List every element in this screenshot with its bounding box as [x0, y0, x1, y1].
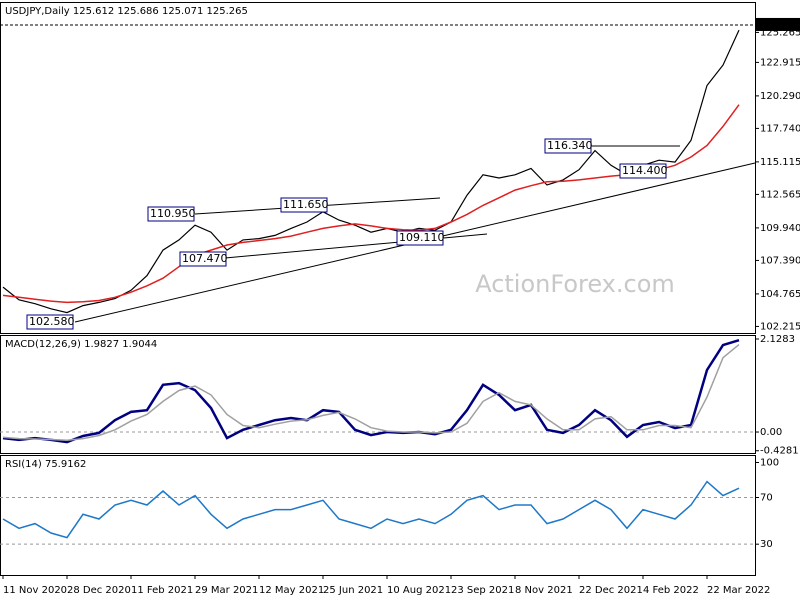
x-tick-label: 11 Feb 2021 [131, 585, 193, 596]
panel-frame [0, 335, 756, 454]
current-price-label: 125.850 [759, 20, 800, 31]
x-tick-label: 25 Jun 2021 [323, 585, 383, 596]
watermark: ActionForex.com [475, 270, 675, 298]
y-tick-label: -0.4281 [760, 446, 799, 457]
annotation: 107.470 [182, 252, 228, 265]
y-tick-label: 100 [760, 457, 779, 468]
panel-frame [0, 455, 756, 576]
y-tick-label: 125.265 [760, 27, 800, 38]
y-tick-label: 115.115 [760, 157, 800, 168]
series-line [2, 480, 740, 539]
x-tick-label: 4 Feb 2022 [643, 585, 699, 596]
annotation-box [396, 230, 444, 246]
annotation: 109.110 [399, 231, 445, 244]
series-line [2, 344, 740, 442]
y-tick-label: 104.765 [760, 289, 800, 300]
x-tick-label: 12 May 2021 [259, 585, 324, 596]
y-tick-label: 0.00 [760, 427, 782, 438]
current-price-box [756, 17, 800, 31]
y-tick-label: 122.915 [760, 57, 800, 68]
x-tick-label: 11 Nov 2020 [3, 585, 67, 596]
x-tick-label: 23 Sep 2021 [451, 585, 514, 596]
x-tick-label: 22 Dec 2021 [579, 585, 643, 596]
panel-title: RSI(14) 75.9162 [5, 459, 86, 470]
series-line [2, 339, 740, 444]
x-tick-label: 29 Mar 2021 [195, 585, 258, 596]
annotation: 114.400 [622, 164, 668, 177]
y-tick-label: 112.565 [760, 189, 800, 200]
y-tick-label: 2.1283 [760, 334, 795, 345]
annotation: 116.340 [547, 139, 593, 152]
y-tick-label: 120.290 [760, 91, 800, 102]
annotation-box [280, 197, 328, 213]
annotation-box [26, 314, 74, 330]
y-tick-label: 109.940 [760, 223, 800, 234]
panel-frame [0, 2, 756, 334]
annotation-box [147, 206, 195, 222]
y-tick-label: 117.740 [760, 123, 800, 134]
y-tick-label: 70 [760, 492, 773, 503]
annotation: 111.650 [283, 198, 329, 211]
panel-title: USDJPY,Daily 125.612 125.686 125.071 125… [5, 6, 248, 17]
annotation-box [544, 138, 592, 154]
annotation: 102.580 [29, 315, 75, 328]
x-tick-label: 28 Dec 2020 [67, 585, 131, 596]
panel-title: MACD(12,26,9) 1.9827 1.9044 [5, 339, 157, 350]
x-tick-label: 22 Mar 2022 [707, 585, 770, 596]
annotation: 110.950 [150, 207, 196, 220]
x-tick-label: 10 Aug 2021 [387, 585, 451, 596]
y-tick-label: 107.390 [760, 255, 800, 266]
annotation-box [179, 251, 227, 267]
y-tick-label: 102.215 [760, 321, 800, 332]
series-line [2, 104, 740, 304]
annotation-box [619, 163, 667, 179]
x-tick-label: 8 Nov 2021 [515, 585, 573, 596]
series-line [2, 29, 740, 314]
y-tick-label: 30 [760, 539, 773, 550]
